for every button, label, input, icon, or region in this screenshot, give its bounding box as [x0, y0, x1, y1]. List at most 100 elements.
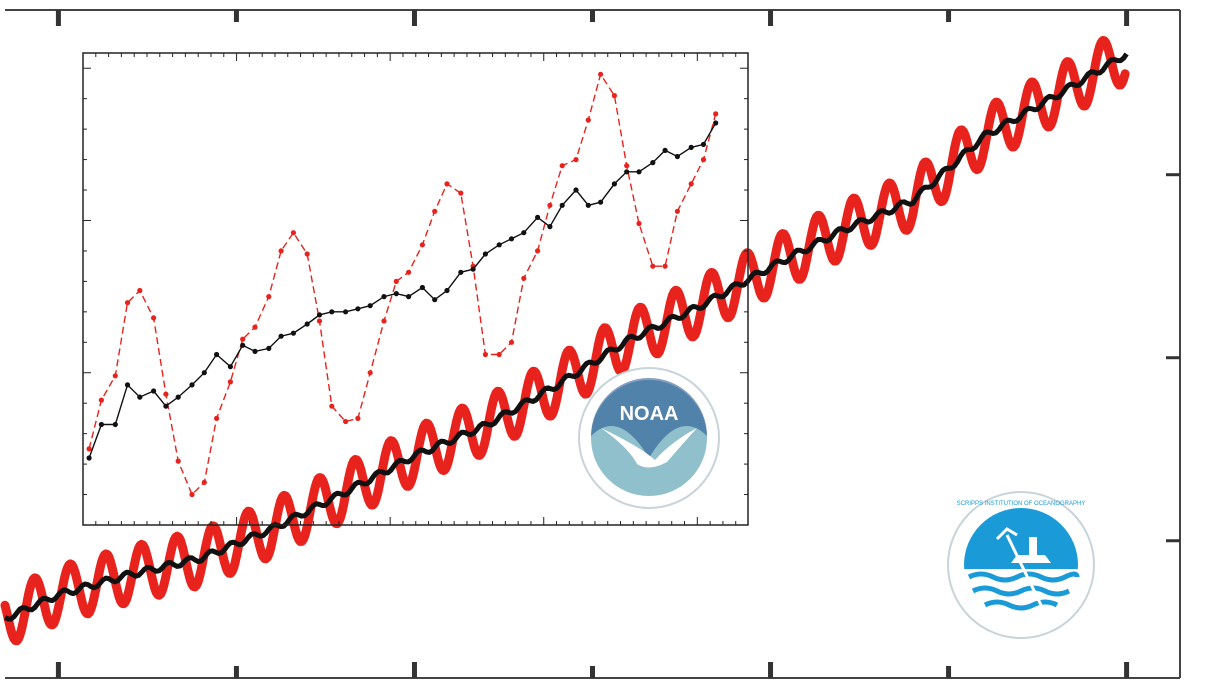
inset-trend-point [713, 120, 719, 126]
inset-trend-point [381, 294, 387, 300]
inset-trend-point [636, 169, 642, 175]
noaa-logo: NOAA [578, 367, 720, 509]
inset-trend-point [124, 382, 131, 388]
inset-monthly-point [112, 373, 118, 379]
inset-monthly-point [316, 318, 323, 324]
inset-monthly-point [227, 379, 233, 385]
inset-trend-point [367, 303, 373, 309]
inset-trend-point [316, 312, 323, 318]
inset-trend-point [266, 345, 272, 351]
inset-trend-point [521, 230, 527, 236]
inset-trend-point [611, 181, 618, 187]
inset-monthly-point [381, 318, 387, 324]
main-plot [0, 9, 1181, 679]
inset-trend-point [624, 169, 630, 175]
inset-trend-point [355, 306, 361, 312]
inset-trend-point [444, 287, 450, 294]
inset-trend-point [175, 394, 181, 400]
inset-monthly-point [650, 263, 656, 269]
inset-trend-point [585, 202, 591, 208]
inset-monthly-point [151, 315, 157, 321]
inset-trend-point [419, 284, 425, 291]
inset-trend-point [290, 330, 296, 336]
inset-trend-point [98, 421, 104, 428]
inset-monthly-line [88, 72, 717, 496]
inset-trend-point [329, 309, 335, 315]
inset-monthly-point [290, 230, 296, 236]
inset-monthly-point [252, 324, 258, 330]
inset-monthly-point [137, 287, 143, 294]
inset-monthly-point [585, 117, 591, 123]
inset-monthly-point [214, 415, 220, 421]
inset-monthly-point [304, 251, 310, 257]
trend-series-line [3, 52, 1129, 622]
inset-trend-point [598, 199, 604, 205]
inset-trend-point [508, 236, 515, 242]
inset-trend-point [535, 214, 541, 220]
inset-trend-point [86, 455, 92, 461]
inset-monthly-point [393, 278, 399, 284]
inset-monthly-point [636, 220, 642, 227]
inset-monthly-point [266, 294, 272, 300]
inset-trend-point [674, 153, 681, 160]
inset-monthly-point [458, 190, 464, 196]
inset-trend-point [214, 351, 220, 358]
inset-trend-point [573, 187, 579, 193]
inset-monthly-point [163, 391, 169, 397]
inset-plot [82, 52, 749, 526]
sio-logo: SCRIPPS INSTITUTION OF OCEANOGRAPHY [947, 491, 1095, 639]
inset-monthly-point [611, 93, 618, 99]
inset-monthly-point [343, 418, 349, 425]
inset-monthly-point [482, 351, 488, 358]
inset-trend-point [650, 160, 656, 166]
inset-monthly-point [674, 208, 681, 214]
inset-trend-point [393, 291, 399, 297]
inset-monthly-point [598, 71, 604, 77]
inset-trend-point [662, 147, 668, 153]
inset-trend-point [201, 370, 207, 376]
inset-monthly-point [355, 415, 361, 421]
inset-trend-point [688, 144, 694, 150]
inset-monthly-point [278, 248, 284, 254]
inset-trend-line [88, 122, 717, 459]
inset-trend-point [432, 297, 438, 303]
inset-trend-point [151, 388, 157, 394]
inset-trend-point [496, 242, 502, 248]
inset-monthly-point [508, 339, 515, 345]
inset-monthly-point [240, 336, 246, 342]
inset-monthly-point [406, 269, 412, 275]
inset-monthly-point [189, 491, 195, 498]
inset-trend-point [482, 251, 488, 257]
inset-trend-point [227, 364, 233, 370]
inset-monthly-point [559, 163, 565, 169]
inset-trend-point [343, 309, 349, 315]
inset-monthly-point [329, 403, 335, 409]
inset-monthly-point [624, 163, 630, 169]
inset-monthly-point [547, 202, 553, 208]
inset-trend-point [700, 141, 707, 147]
inset-monthly-point [713, 111, 719, 117]
inset-monthly-point [86, 446, 92, 452]
inset-monthly-point [419, 242, 425, 248]
inset-monthly-point [521, 275, 527, 281]
inset-monthly-point [98, 397, 104, 403]
inset-monthly-point [124, 300, 131, 306]
inset-monthly-point [700, 157, 707, 163]
inset-trend-point [189, 382, 195, 388]
logos: NOAA SCRIPPS INSTITUTION OF OCEANOGRAPHY [578, 367, 1095, 639]
inset-trend-point [547, 224, 553, 230]
inset-monthly-point [432, 208, 438, 214]
inset-trend-point [252, 348, 258, 354]
inset-monthly-point [175, 458, 181, 464]
inset-trend-point [163, 403, 169, 409]
inset-monthly-point [201, 479, 207, 485]
inset-trend-point [304, 321, 310, 327]
inset-trend-point [240, 342, 246, 348]
sio-logo-text: SCRIPPS INSTITUTION OF OCEANOGRAPHY [957, 501, 1086, 507]
inset-trend-point [137, 394, 143, 400]
inset-monthly-point [535, 248, 541, 254]
inset-trend-point [112, 421, 118, 428]
inset-trend-point [458, 269, 464, 275]
